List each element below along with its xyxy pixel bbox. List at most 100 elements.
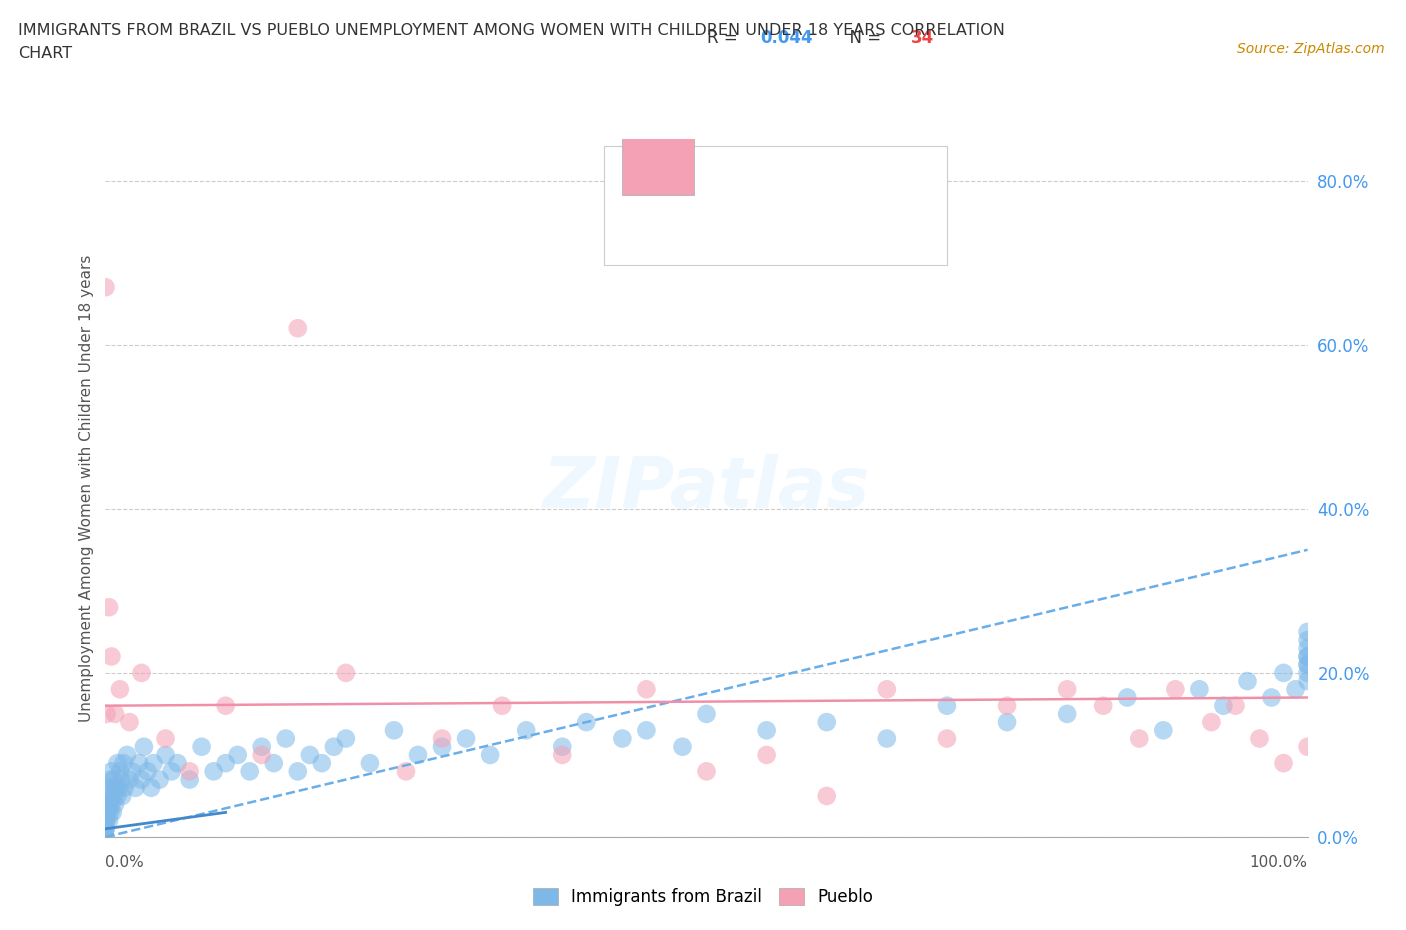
Point — [359, 756, 381, 771]
Text: ZIPatlas: ZIPatlas — [543, 454, 870, 523]
Point — [696, 764, 718, 778]
Point — [1128, 731, 1150, 746]
Point — [226, 748, 249, 763]
Point — [107, 780, 129, 795]
Point — [575, 714, 598, 729]
Point — [121, 764, 143, 778]
Point — [103, 789, 125, 804]
Point — [250, 739, 273, 754]
Point — [131, 666, 153, 681]
Point — [94, 821, 117, 836]
Point — [1296, 658, 1319, 672]
Point — [96, 707, 118, 722]
Text: CHART: CHART — [18, 46, 72, 61]
FancyBboxPatch shape — [605, 147, 948, 265]
Point — [1225, 698, 1247, 713]
Point — [114, 780, 136, 795]
Point — [1249, 731, 1271, 746]
Point — [430, 739, 453, 754]
Point — [111, 789, 134, 804]
Text: R =: R = — [707, 30, 742, 47]
Text: N =: N = — [839, 30, 886, 47]
Point — [94, 797, 117, 812]
Point — [160, 764, 183, 778]
Point — [287, 321, 309, 336]
Point — [815, 714, 838, 729]
Point — [105, 780, 128, 795]
Point — [96, 789, 118, 804]
Point — [98, 805, 121, 820]
Point — [612, 731, 634, 746]
Point — [382, 723, 405, 737]
Point — [696, 707, 718, 722]
Point — [112, 756, 135, 771]
Point — [107, 789, 129, 804]
Point — [98, 797, 121, 812]
Text: IMMIGRANTS FROM BRAZIL VS PUEBLO UNEMPLOYMENT AMONG WOMEN WITH CHILDREN UNDER 18: IMMIGRANTS FROM BRAZIL VS PUEBLO UNEMPLO… — [18, 23, 1005, 38]
Point — [1296, 649, 1319, 664]
Point — [94, 821, 117, 836]
Point — [118, 714, 141, 729]
Text: Source: ZipAtlas.com: Source: ZipAtlas.com — [1237, 42, 1385, 56]
Point — [103, 772, 125, 787]
Point — [94, 813, 117, 828]
Point — [214, 698, 236, 713]
Point — [107, 756, 129, 771]
Point — [755, 748, 778, 763]
Point — [118, 772, 141, 787]
Point — [335, 666, 357, 681]
Point — [98, 813, 121, 828]
Point — [755, 723, 778, 737]
Point — [671, 739, 693, 754]
Point — [101, 780, 124, 795]
Point — [97, 805, 120, 820]
Point — [94, 821, 117, 836]
Point — [876, 731, 898, 746]
Point — [1296, 632, 1319, 647]
Point — [98, 600, 121, 615]
Point — [94, 830, 117, 844]
Point — [406, 748, 429, 763]
Point — [124, 780, 146, 795]
Point — [287, 764, 309, 778]
Point — [155, 748, 177, 763]
Point — [1056, 707, 1078, 722]
Point — [94, 813, 117, 828]
Point — [1272, 666, 1295, 681]
Point — [139, 780, 162, 795]
Text: 0.0%: 0.0% — [105, 855, 145, 870]
Point — [1056, 682, 1078, 697]
Point — [479, 748, 502, 763]
Point — [395, 764, 418, 778]
Point — [1296, 739, 1319, 754]
Y-axis label: Unemployment Among Women with Children Under 18 years: Unemployment Among Women with Children U… — [79, 255, 94, 722]
Point — [515, 723, 537, 737]
Point — [214, 756, 236, 771]
Point — [115, 748, 138, 763]
Text: 34: 34 — [911, 30, 934, 47]
Point — [239, 764, 262, 778]
Point — [936, 731, 959, 746]
Point — [94, 830, 117, 844]
Point — [876, 682, 898, 697]
Point — [94, 805, 117, 820]
Point — [94, 805, 117, 820]
Point — [94, 280, 117, 295]
Point — [1272, 756, 1295, 771]
Point — [454, 731, 477, 746]
Point — [995, 698, 1018, 713]
Point — [110, 772, 132, 787]
Point — [1260, 690, 1282, 705]
Point — [1296, 666, 1319, 681]
Point — [1116, 690, 1139, 705]
Point — [132, 739, 155, 754]
Point — [108, 764, 131, 778]
Point — [1164, 682, 1187, 697]
Point — [1236, 673, 1258, 688]
Point — [274, 731, 297, 746]
Point — [155, 731, 177, 746]
Point — [335, 731, 357, 746]
Point — [636, 682, 658, 697]
Point — [995, 714, 1018, 729]
Point — [100, 649, 122, 664]
